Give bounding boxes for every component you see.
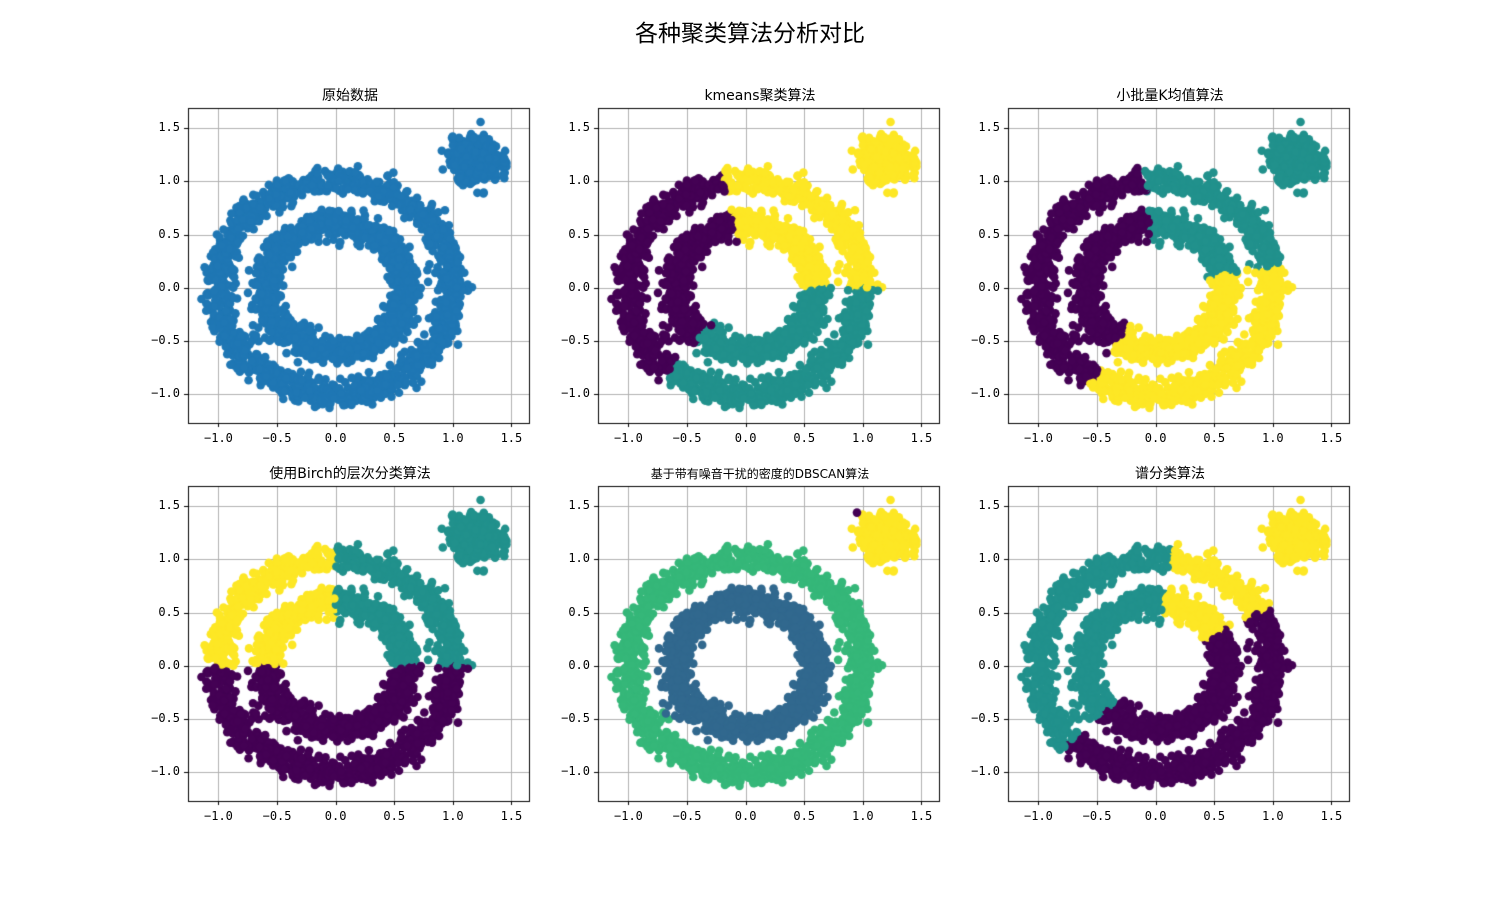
subplot-minibatch-kmeans: 小批量K均值算法 −1.0 −0.5 0.0 0.5 1.0 1.5 −1.0 −0.5 0.0… (960, 80, 1380, 460)
y-tick-label: 0.0 (978, 279, 1000, 294)
x-tick-label: 1.5 (500, 809, 523, 823)
y-tick-label: 1.0 (158, 551, 180, 566)
subplot-spectral: 谱分类算法 −1.0 −0.5 0.0 0.5 1.0 1.5 −1.0 −0.5 0.0 0.5… (960, 458, 1380, 838)
x-tick-label: 0.0 (1144, 809, 1167, 823)
y-tick-label: 0.0 (158, 657, 180, 672)
y-tick-label: 1.0 (978, 173, 1000, 188)
x-tick-label: −0.5 (262, 431, 292, 445)
x-tick-label: 0.5 (383, 431, 406, 445)
y-tick-label: 1.5 (568, 498, 590, 513)
y-tick-label: 0.5 (978, 604, 1000, 619)
x-tick-label: −0.5 (1082, 809, 1112, 823)
x-tick-label: −1.0 (204, 809, 233, 823)
scatter-plot-canvas (140, 458, 560, 838)
x-tick-label: 1.0 (441, 809, 464, 823)
scatter-plot-canvas (960, 458, 1380, 838)
x-tick-label: −1.0 (1024, 431, 1053, 445)
x-tick-label: 0.0 (324, 809, 347, 823)
x-tick-label: 1.5 (910, 431, 933, 445)
x-tick-label: 1.0 (1261, 809, 1284, 823)
subplot-title: 原始数据 (322, 88, 378, 104)
x-tick-label: 0.5 (1203, 809, 1226, 823)
y-tick-label: 1.5 (978, 498, 1000, 513)
y-tick-label: −1.0 (561, 386, 590, 401)
x-tick-label: 1.0 (851, 431, 874, 445)
y-tick-label: −1.0 (971, 764, 1000, 779)
subplot-kmeans: kmeans聚类算法 −1.0 −0.5 0.0 0.5 1.0 1.5 −1.0 −0.5 0… (550, 80, 970, 460)
y-tick-label: 1.0 (568, 551, 590, 566)
x-tick-label: −1.0 (614, 809, 643, 823)
scatter-plot-canvas (550, 80, 970, 460)
subplot-title: 基于带有噪音干扰的密度的DBSCAN算法 (650, 467, 870, 481)
y-tick-label: 1.0 (568, 173, 590, 188)
y-tick-label: −0.5 (151, 333, 180, 348)
y-tick-label: 0.5 (978, 226, 1000, 241)
x-tick-label: 0.0 (734, 809, 757, 823)
x-tick-label: 1.5 (1320, 431, 1343, 445)
x-tick-label: 1.5 (910, 809, 933, 823)
x-tick-label: −0.5 (1082, 431, 1112, 445)
y-tick-label: −0.5 (561, 333, 590, 348)
y-tick-label: −1.0 (561, 764, 590, 779)
subplot-title: 小批量K均值算法 (1116, 88, 1224, 104)
scatter-plot-canvas (140, 80, 560, 460)
y-tick-label: −0.5 (151, 711, 180, 726)
x-tick-label: −0.5 (672, 809, 702, 823)
x-tick-label: 1.0 (851, 809, 874, 823)
scatter-plot-canvas (960, 80, 1380, 460)
y-tick-label: 0.5 (568, 604, 590, 619)
x-tick-label: 0.5 (383, 809, 406, 823)
scatter-plot-canvas (550, 458, 970, 838)
subplot-title: kmeans聚类算法 (704, 88, 816, 104)
y-tick-label: 1.5 (568, 120, 590, 135)
x-tick-label: 0.0 (1144, 431, 1167, 445)
y-tick-label: 0.0 (568, 279, 590, 294)
x-tick-label: 0.5 (1203, 431, 1226, 445)
y-tick-label: 1.5 (158, 120, 180, 135)
y-tick-label: 1.5 (158, 498, 180, 513)
y-tick-label: 1.0 (158, 173, 180, 188)
x-tick-label: 0.5 (793, 431, 816, 445)
subplot-dbscan: 基于带有噪音干扰的密度的DBSCAN算法 −1.0 −0.5 0.0 0.5 1.0 1.… (550, 458, 970, 838)
y-tick-label: −0.5 (561, 711, 590, 726)
subplot-original-data: 原始数据 −1.0 −0.5 0.0 0.5 1.0 1.5 −1.0 −0.5 0.0 0.5 1… (140, 80, 560, 460)
x-tick-label: −0.5 (262, 809, 292, 823)
x-tick-label: −1.0 (614, 431, 643, 445)
x-tick-label: −1.0 (204, 431, 233, 445)
y-tick-label: −1.0 (151, 386, 180, 401)
x-tick-label: 1.5 (1320, 809, 1343, 823)
y-tick-label: −0.5 (971, 711, 1000, 726)
subplot-birch: 使用Birch的层次分类算法 −1.0 −0.5 0.0 0.5 1.0 1.5 −1.0 −… (140, 458, 560, 838)
x-tick-label: 0.0 (324, 431, 347, 445)
y-tick-label: 0.0 (978, 657, 1000, 672)
y-tick-label: 1.0 (978, 551, 1000, 566)
figure-suptitle: 各种聚类算法分析对比 (635, 21, 865, 47)
y-tick-label: 0.5 (568, 226, 590, 241)
y-tick-label: −1.0 (151, 764, 180, 779)
x-tick-label: −1.0 (1024, 809, 1053, 823)
y-tick-label: 1.5 (978, 120, 1000, 135)
y-tick-label: 0.5 (158, 226, 180, 241)
x-tick-label: 0.0 (734, 431, 757, 445)
y-tick-label: −0.5 (971, 333, 1000, 348)
x-tick-label: 1.0 (1261, 431, 1284, 445)
x-tick-label: 1.5 (500, 431, 523, 445)
y-tick-label: 0.0 (568, 657, 590, 672)
subplot-title: 使用Birch的层次分类算法 (269, 466, 431, 482)
x-tick-label: 1.0 (441, 431, 464, 445)
y-tick-label: 0.0 (158, 279, 180, 294)
x-tick-label: −0.5 (672, 431, 702, 445)
subplot-title: 谱分类算法 (1135, 466, 1205, 482)
x-tick-label: 0.5 (793, 809, 816, 823)
y-tick-label: 0.5 (158, 604, 180, 619)
y-tick-label: −1.0 (971, 386, 1000, 401)
